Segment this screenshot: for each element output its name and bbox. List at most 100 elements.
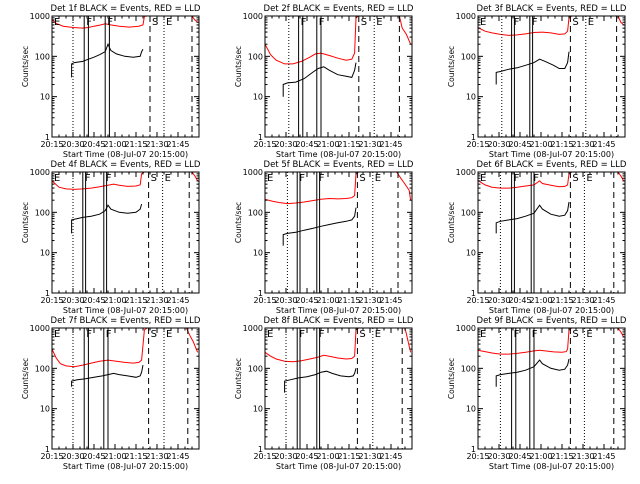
time-marker-label: E — [480, 173, 486, 184]
y-tick-label: 100 — [35, 208, 50, 217]
lld-series-tail-line — [617, 15, 624, 26]
x-tick-label: 21:30 — [145, 452, 168, 461]
x-tick-label: 21:15 — [550, 140, 573, 149]
x-tick-label: 20:30 — [61, 140, 84, 149]
y-tick-label: 1000 — [30, 324, 50, 333]
time-marker-label: F — [514, 17, 520, 28]
time-marker-label: E — [267, 173, 273, 184]
time-marker-label: E — [267, 329, 273, 340]
x-axis-label: Start Time (08-Jul-07 20:15:00) — [489, 150, 614, 159]
x-tick-label: 21:15 — [124, 140, 147, 149]
y-tick-label: 1 — [471, 445, 476, 454]
time-marker-label: E — [375, 329, 381, 340]
y-tick-label: 1000 — [30, 168, 50, 177]
x-tick-label: 20:30 — [274, 140, 297, 149]
y-tick-label: 1 — [45, 289, 50, 298]
x-tick-label: 21:30 — [571, 296, 594, 305]
x-axis-label: Start Time (08-Jul-07 20:15:00) — [63, 462, 188, 471]
time-marker-label: S — [572, 173, 578, 184]
time-marker-label: E — [586, 329, 592, 340]
time-marker-label: E — [166, 17, 172, 28]
x-tick-label: 20:15 — [466, 452, 489, 461]
time-marker-label: F — [319, 173, 325, 184]
x-tick-label: 21:45 — [592, 452, 615, 461]
x-tick-label: 21:15 — [337, 296, 360, 305]
x-tick-label: 21:00 — [103, 452, 126, 461]
y-tick-label: 1 — [258, 289, 263, 298]
y-tick-label: 1 — [471, 289, 476, 298]
events-series-line — [71, 365, 144, 387]
lld-series-tail-line — [404, 327, 412, 353]
x-axis-label: Start Time (08-Jul-07 20:15:00) — [276, 150, 401, 159]
time-marker-label: F — [532, 17, 538, 28]
y-tick-label: 1000 — [456, 168, 476, 177]
x-tick-label: 20:45 — [82, 296, 105, 305]
y-tick-label: 10 — [253, 405, 263, 414]
y-axis-label: Counts/sec — [21, 358, 30, 399]
x-tick-label: 21:30 — [571, 140, 594, 149]
x-tick-label: 21:30 — [358, 296, 381, 305]
x-tick-label: 20:15 — [253, 296, 276, 305]
x-tick-label: 21:00 — [529, 296, 552, 305]
x-axis-label: Start Time (08-Jul-07 20:15:00) — [63, 306, 188, 315]
time-marker-label: F — [106, 329, 112, 340]
panel-title: Det 3f BLACK = Events, RED = LLD — [477, 4, 627, 14]
time-marker-label: E — [375, 173, 381, 184]
x-tick-label: 21:45 — [379, 296, 402, 305]
y-axis-label: Counts/sec — [234, 46, 243, 87]
y-tick-label: 10 — [40, 93, 50, 102]
x-axis-label: Start Time (08-Jul-07 20:15:00) — [276, 306, 401, 315]
y-tick-label: 10 — [40, 405, 50, 414]
y-tick-label: 100 — [248, 208, 263, 217]
lld-series-tail-line — [191, 15, 198, 23]
y-tick-label: 100 — [35, 52, 50, 61]
time-marker-label: E — [480, 329, 486, 340]
time-marker-label: F — [86, 329, 92, 340]
y-tick-label: 1000 — [243, 12, 263, 21]
time-marker-label: E — [586, 173, 592, 184]
x-tick-label: 21:00 — [316, 452, 339, 461]
x-tick-label: 20:30 — [61, 296, 84, 305]
lld-series-line — [51, 327, 148, 368]
plot-frame — [264, 327, 413, 450]
x-tick-label: 21:00 — [529, 452, 552, 461]
plot-frame — [264, 171, 413, 294]
x-tick-label: 20:45 — [295, 452, 318, 461]
x-tick-label: 20:15 — [253, 452, 276, 461]
x-tick-label: 20:45 — [295, 296, 318, 305]
events-series-line — [495, 51, 570, 85]
lld-series-line — [51, 171, 145, 190]
events-series-line — [71, 42, 144, 78]
x-tick-label: 20:15 — [40, 296, 63, 305]
x-tick-label: 21:15 — [337, 140, 360, 149]
time-marker-label: F — [107, 17, 113, 28]
y-tick-label: 1000 — [456, 12, 476, 21]
time-marker-label: F — [85, 173, 91, 184]
x-tick-label: 21:00 — [529, 140, 552, 149]
x-axis-label: Start Time (08-Jul-07 20:15:00) — [489, 462, 614, 471]
lld-series-line — [264, 171, 360, 205]
x-tick-label: 20:30 — [487, 296, 510, 305]
panel-title: Det 1f BLACK = Events, RED = LLD — [51, 4, 201, 14]
time-marker-label: F — [514, 329, 520, 340]
y-tick-label: 100 — [35, 364, 50, 373]
time-marker-label: F — [532, 329, 538, 340]
x-tick-label: 20:30 — [274, 296, 297, 305]
y-tick-label: 1 — [45, 133, 50, 142]
lld-series-tail-line — [398, 15, 412, 45]
x-tick-label: 20:15 — [466, 296, 489, 305]
time-marker-label: E — [588, 17, 594, 28]
panel-title: Det 2f BLACK = Events, RED = LLD — [264, 4, 414, 14]
time-marker-label: S — [151, 329, 157, 340]
y-tick-label: 100 — [461, 52, 476, 61]
time-marker-label: E — [165, 173, 171, 184]
x-tick-label: 21:00 — [103, 296, 126, 305]
time-marker-label: S — [152, 17, 158, 28]
y-tick-label: 100 — [248, 364, 263, 373]
